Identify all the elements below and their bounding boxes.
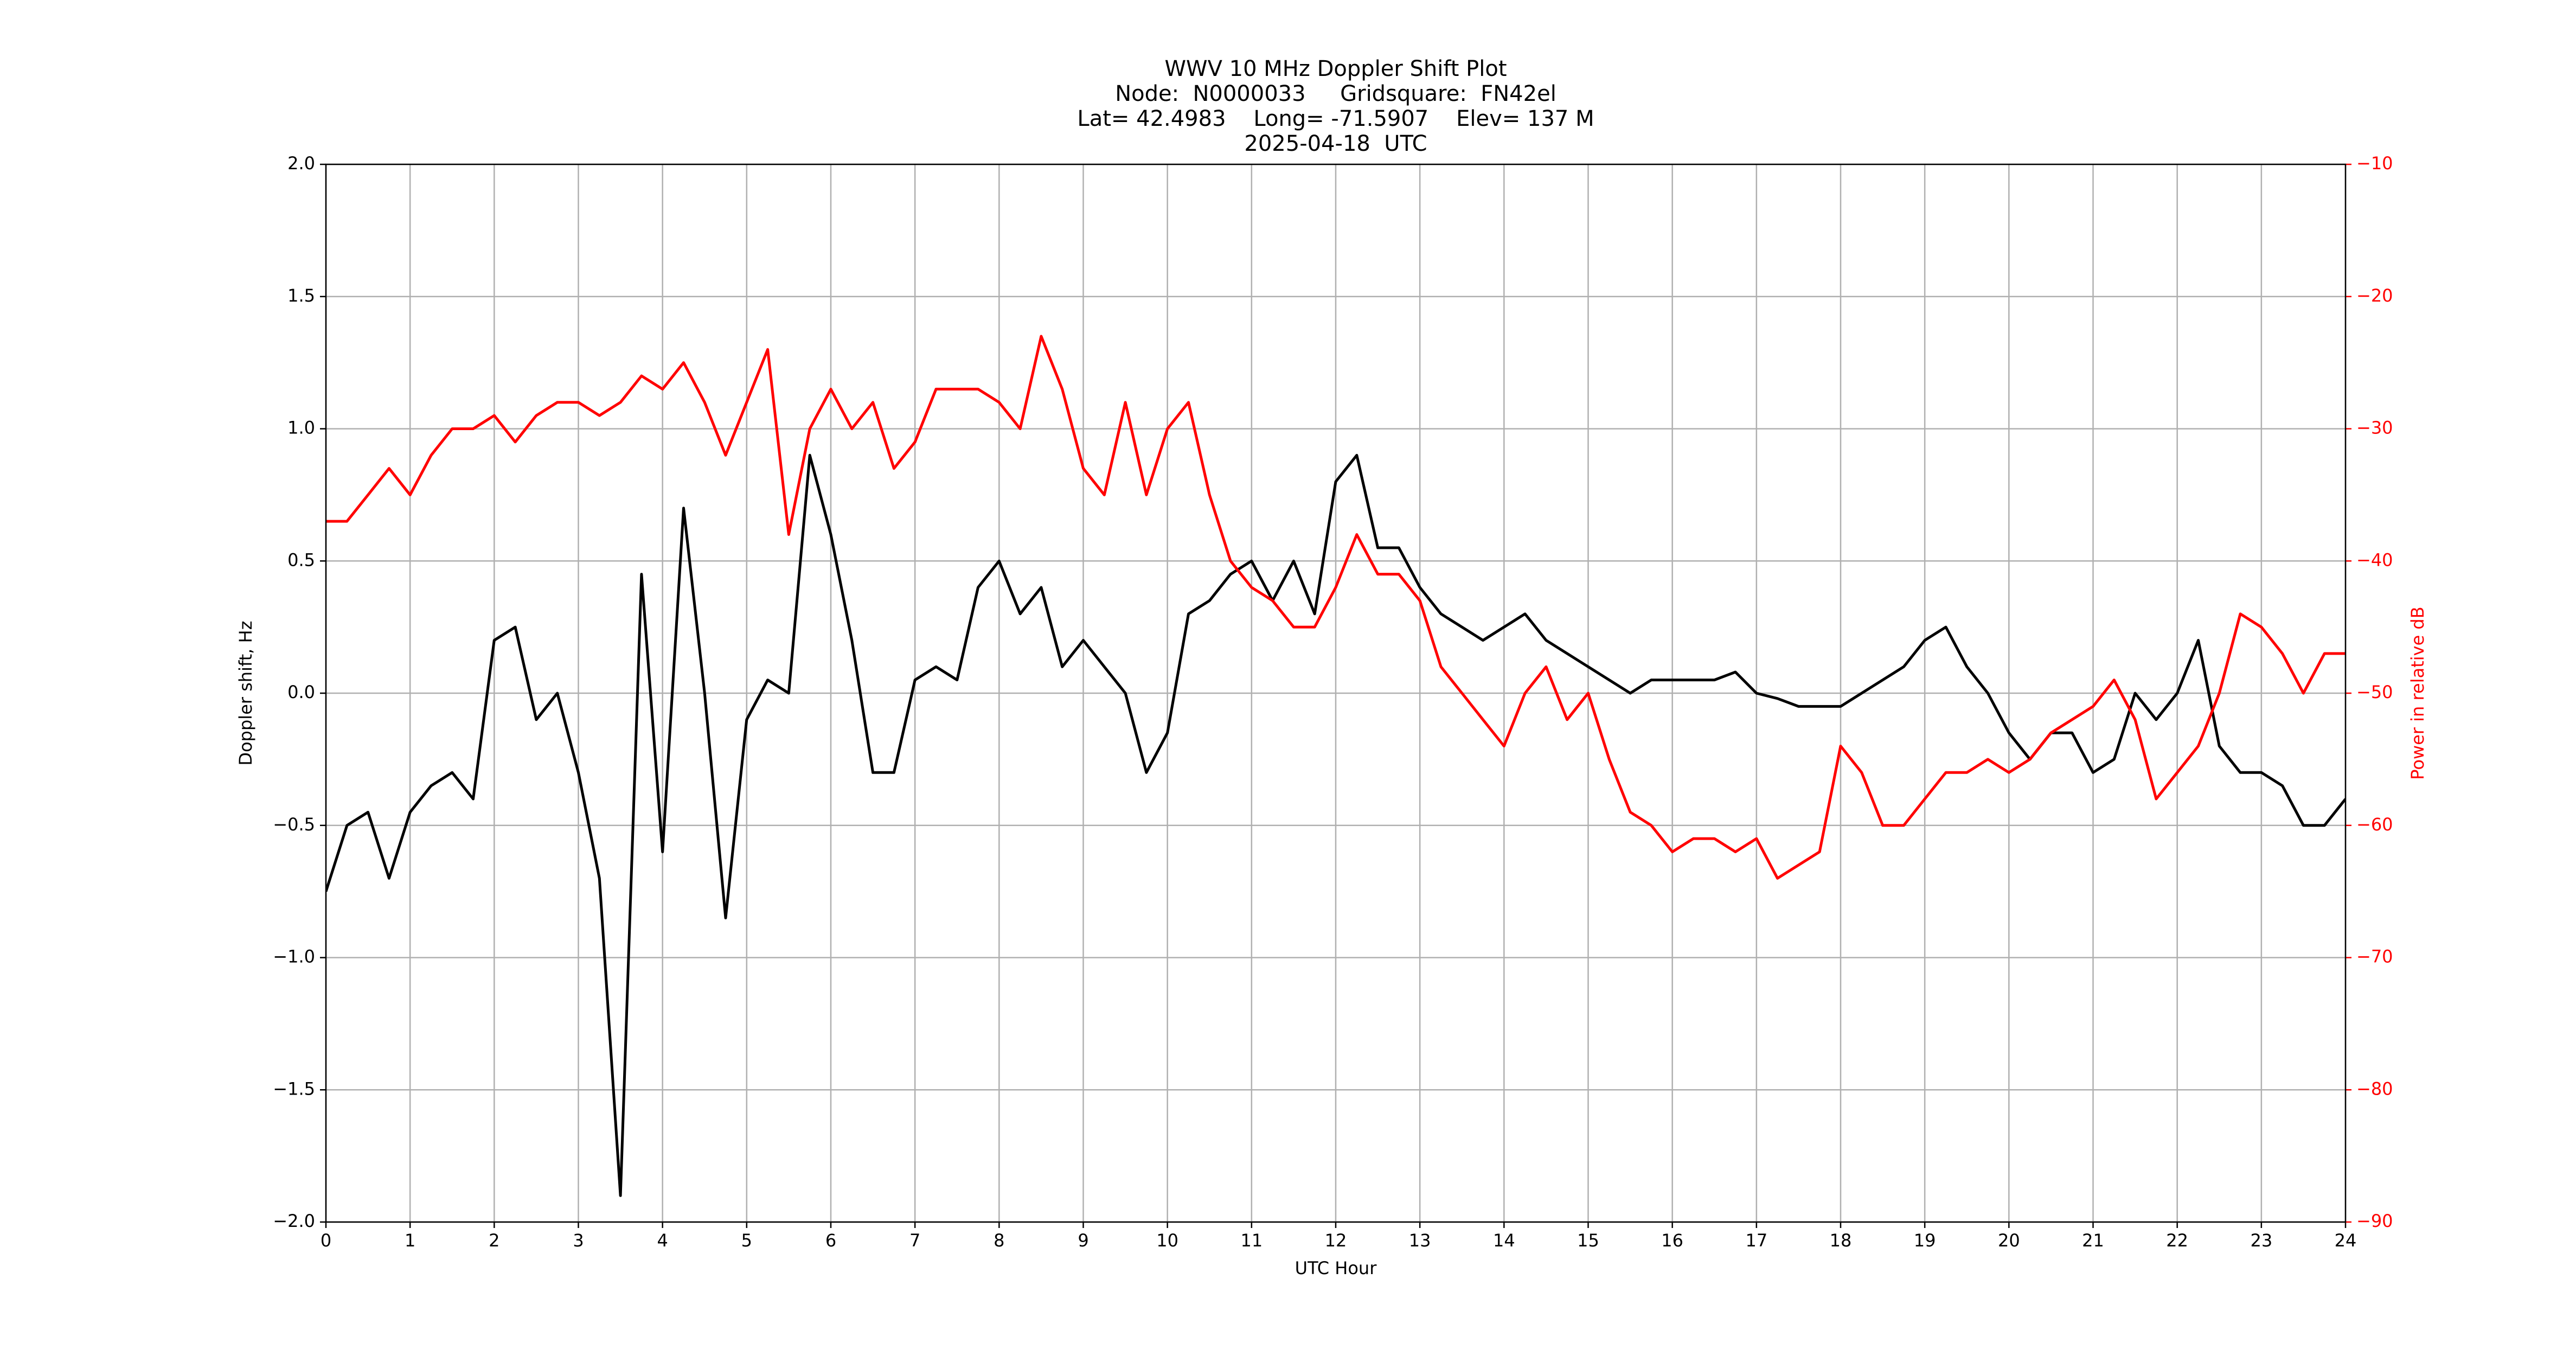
y2-tick-label: −30 bbox=[2356, 418, 2393, 438]
x-tick-label: 14 bbox=[1493, 1230, 1515, 1251]
y-tick-label: 1.5 bbox=[287, 285, 315, 306]
y2-tick-label: −70 bbox=[2356, 946, 2393, 967]
x-tick-label: 5 bbox=[741, 1230, 752, 1251]
x-tick-label: 21 bbox=[2082, 1230, 2104, 1251]
x-tick-label: 24 bbox=[2335, 1230, 2357, 1251]
x-tick-label: 16 bbox=[1661, 1230, 1683, 1251]
y2-tick-label: −50 bbox=[2356, 682, 2393, 702]
y-tick-label: 2.0 bbox=[287, 153, 315, 174]
y-tick-label: 0.5 bbox=[287, 549, 315, 570]
x-tick-label: 6 bbox=[825, 1230, 836, 1251]
y2-tick-label: −60 bbox=[2356, 814, 2393, 835]
x-tick-label: 8 bbox=[994, 1230, 1004, 1251]
x-tick-label: 20 bbox=[1998, 1230, 2020, 1251]
x-tick-label: 2 bbox=[489, 1230, 499, 1251]
y-tick-label: −1.5 bbox=[273, 1078, 315, 1099]
data-line bbox=[326, 453, 2346, 1197]
plot-frame bbox=[325, 163, 2347, 1223]
y-tick-label: −2.0 bbox=[273, 1211, 315, 1231]
x-tick-label: 3 bbox=[573, 1230, 584, 1251]
y-tick-label: −1.0 bbox=[273, 946, 315, 967]
y-axis-label: Doppler shift, Hz bbox=[235, 621, 256, 765]
x-tick-label: 4 bbox=[657, 1230, 668, 1251]
x-tick-label: 10 bbox=[1156, 1230, 1178, 1251]
x-tick-label: 19 bbox=[1914, 1230, 1936, 1251]
x-tick-label: 7 bbox=[909, 1230, 920, 1251]
chart-subtitle: 2025-04-18 UTC bbox=[1244, 131, 1427, 156]
y-tick-label: −0.5 bbox=[273, 814, 315, 835]
x-tick-label: 0 bbox=[321, 1230, 331, 1251]
x-tick-label: 18 bbox=[1830, 1230, 1852, 1251]
chart-subtitle: Node: N0000033 Gridsquare: FN42el bbox=[1115, 81, 1556, 106]
y-tick-label: 0.0 bbox=[287, 682, 315, 702]
x-tick-label: 13 bbox=[1409, 1230, 1431, 1251]
y2-tick-label: −90 bbox=[2356, 1211, 2393, 1231]
y2-tick-label: −40 bbox=[2356, 549, 2393, 570]
y2-axis-label: Power in relative dB bbox=[2407, 606, 2428, 779]
x-tick-label: 12 bbox=[1325, 1230, 1347, 1251]
chart-title: WWV 10 MHz Doppler Shift Plot bbox=[1164, 56, 1507, 81]
y2-tick-label: −80 bbox=[2356, 1078, 2393, 1099]
x-tick-label: 1 bbox=[405, 1230, 415, 1251]
x-tick-label: 9 bbox=[1078, 1230, 1088, 1251]
x-tick-label: 15 bbox=[1577, 1230, 1599, 1251]
x-tick-label: 22 bbox=[2166, 1230, 2188, 1251]
data-line bbox=[326, 335, 2346, 880]
x-tick-label: 11 bbox=[1240, 1230, 1263, 1251]
x-tick-label: 23 bbox=[2250, 1230, 2272, 1251]
x-tick-label: 17 bbox=[1745, 1230, 1767, 1251]
y2-tick-label: −10 bbox=[2356, 153, 2393, 174]
y2-tick-label: −20 bbox=[2356, 285, 2393, 306]
y-tick-label: 1.0 bbox=[287, 418, 315, 438]
x-axis-label: UTC Hour bbox=[1295, 1258, 1377, 1278]
chart-subtitle: Lat= 42.4983 Long= -71.5907 Elev= 137 M bbox=[1077, 106, 1594, 131]
